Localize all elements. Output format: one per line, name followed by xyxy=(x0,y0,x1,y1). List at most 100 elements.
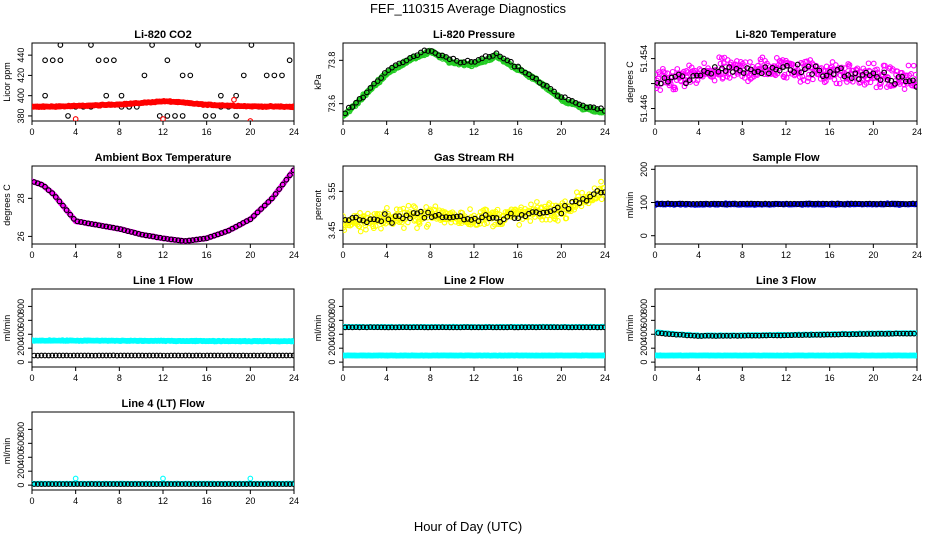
data-point xyxy=(52,194,59,200)
data-point xyxy=(763,332,770,339)
x-tick-label: 20 xyxy=(245,127,255,137)
data-point xyxy=(103,57,110,64)
y-tick-label: 800 xyxy=(16,422,26,437)
x-tick-label: 12 xyxy=(469,250,479,260)
data-point xyxy=(343,217,349,223)
data-point xyxy=(45,352,52,359)
data-point xyxy=(719,201,725,207)
data-point xyxy=(160,116,166,121)
data-point xyxy=(197,481,203,487)
data-point xyxy=(349,214,356,221)
data-point xyxy=(695,333,701,339)
data-point xyxy=(486,324,493,331)
data-point xyxy=(666,331,672,337)
data-point xyxy=(168,352,174,359)
data-point xyxy=(493,324,500,331)
data-point xyxy=(435,52,442,59)
data-point xyxy=(189,237,196,243)
data-point xyxy=(770,332,777,339)
data-point xyxy=(179,72,186,79)
data-point xyxy=(254,352,261,359)
data-point xyxy=(680,332,687,338)
data-point xyxy=(49,190,56,196)
data-point xyxy=(182,481,189,487)
data-point xyxy=(511,63,518,70)
x-tick-label: 16 xyxy=(513,373,523,383)
data-point xyxy=(522,324,529,331)
data-point xyxy=(279,181,286,188)
x-tick-label: 4 xyxy=(384,373,389,383)
data-point xyxy=(656,71,663,78)
data-point xyxy=(810,76,816,83)
data-point xyxy=(175,352,182,359)
data-point xyxy=(738,332,744,339)
data-point xyxy=(845,61,852,67)
x-tick-label: 16 xyxy=(513,250,523,260)
x-tick-label: 4 xyxy=(696,250,701,260)
data-point xyxy=(902,201,909,207)
data-point xyxy=(526,71,532,78)
x-tick-label: 24 xyxy=(912,250,922,260)
x-tick-label: 24 xyxy=(912,373,922,383)
data-point xyxy=(870,60,877,67)
data-point xyxy=(467,206,473,213)
data-point xyxy=(781,74,787,81)
data-point xyxy=(504,213,511,220)
data-point xyxy=(598,196,605,203)
data-point xyxy=(189,481,196,487)
data-point xyxy=(110,481,117,487)
data-point xyxy=(490,214,496,221)
data-point xyxy=(175,481,182,487)
data-point xyxy=(774,332,781,339)
data-point xyxy=(839,331,845,338)
data-point xyxy=(389,324,395,331)
data-point xyxy=(410,324,417,331)
data-point xyxy=(345,222,352,229)
data-point xyxy=(229,352,236,359)
data-point xyxy=(247,352,254,359)
data-point xyxy=(81,481,88,487)
data-point xyxy=(722,68,729,74)
x-tick-label: 16 xyxy=(825,250,835,260)
data-point xyxy=(189,352,196,359)
data-point xyxy=(508,58,514,65)
data-point xyxy=(261,202,268,209)
data-point xyxy=(852,70,859,77)
data-point xyxy=(457,59,464,66)
data-point xyxy=(910,77,916,84)
data-point xyxy=(497,219,503,225)
data-point xyxy=(60,481,66,487)
data-point xyxy=(827,201,833,207)
data-point xyxy=(450,214,457,220)
data-point xyxy=(511,215,518,221)
data-point xyxy=(515,63,521,70)
data-point xyxy=(821,79,828,86)
x-tick-label: 24 xyxy=(600,250,610,260)
data-point xyxy=(135,352,142,359)
data-layer xyxy=(655,200,917,208)
data-point xyxy=(99,352,106,359)
data-point xyxy=(845,201,851,207)
data-point xyxy=(681,83,688,90)
y-tick-label: 51.446 xyxy=(639,95,649,123)
data-point xyxy=(345,104,352,111)
data-point xyxy=(534,199,540,205)
data-point xyxy=(72,475,79,482)
data-point xyxy=(720,332,726,339)
data-point xyxy=(236,481,243,487)
data-point xyxy=(60,352,66,359)
x-tick-label: 8 xyxy=(117,250,122,260)
data-point xyxy=(896,330,903,337)
plot-frame xyxy=(31,411,295,491)
data-point xyxy=(38,481,45,487)
data-point xyxy=(164,236,171,242)
data-point xyxy=(572,204,579,210)
x-tick-label: 12 xyxy=(469,373,479,383)
plot-frame xyxy=(31,42,295,122)
y-axis-label: ml/min xyxy=(625,315,635,342)
y-tick-label: 3.45 xyxy=(327,222,337,240)
data-point xyxy=(247,475,254,482)
x-tick-label: 16 xyxy=(825,127,835,137)
y-axis-label: ml/min xyxy=(2,315,12,342)
data-point xyxy=(792,332,799,338)
